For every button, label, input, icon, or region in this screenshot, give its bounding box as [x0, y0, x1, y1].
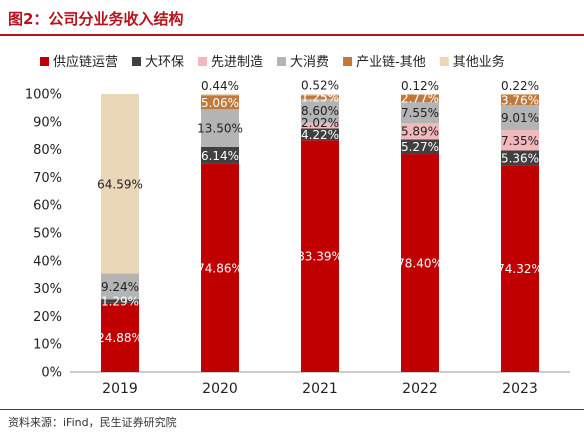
data-label-2020-series-1: 6.14%: [201, 149, 239, 163]
data-label-2022-series-2: 5.89%: [401, 125, 439, 139]
data-label-2021-series-3: 8.60%: [301, 104, 339, 118]
legend-label-1: 大环保: [145, 55, 184, 70]
data-label-2020-series-3: 13.50%: [197, 122, 243, 136]
data-label-2020-series-5: 0.44%: [201, 79, 239, 93]
legend-swatch-3: [277, 57, 287, 66]
bar-2023-series-4: [501, 94, 539, 106]
x-tick-label-2: 2021: [302, 381, 338, 397]
data-label-2023-series-5: 0.22%: [501, 79, 539, 93]
y-tick-label-1: 10%: [33, 338, 62, 353]
legend-label-4: 产业链-其他: [356, 55, 426, 70]
bar-2022-series-3: [401, 102, 439, 124]
bar-2022-series-2: [401, 123, 439, 140]
y-tick-label-7: 70%: [33, 171, 62, 186]
y-tick-label-2: 20%: [33, 310, 62, 325]
legend-swatch-1: [132, 57, 142, 66]
y-tick-label-5: 50%: [33, 227, 62, 242]
data-label-2019-series-0: 24.88%: [97, 331, 143, 345]
bar-2020-series-1: [201, 146, 239, 164]
data-label-2019-series-5: 64.59%: [97, 177, 143, 191]
data-label-2022-series-3: 7.55%: [401, 106, 439, 120]
data-label-2021-series-2: 2.02%: [301, 116, 339, 130]
y-tick-label-6: 60%: [33, 199, 62, 214]
y-tick-label-3: 30%: [33, 282, 62, 297]
bar-2020-series-5: [201, 94, 239, 96]
source-note: 资料来源：iFind，民生证券研究院: [8, 416, 177, 429]
bar-2021-series-2: [301, 122, 339, 129]
y-tick-label-4: 40%: [33, 254, 62, 269]
legend-swatch-0: [40, 57, 49, 66]
data-label-2023-series-4: 3.76%: [501, 93, 539, 107]
y-tick-label-0: 0%: [41, 366, 62, 381]
bar-2022-series-4: [401, 94, 439, 103]
data-label-2021-series-4: 1.25%: [301, 91, 339, 105]
legend-swatch-4: [343, 57, 353, 66]
y-tick-label-10: 100%: [25, 88, 62, 103]
y-tick-label-9: 90%: [33, 115, 62, 130]
data-label-2022-series-5: 0.12%: [401, 79, 439, 93]
x-tick-label-4: 2023: [502, 381, 538, 397]
bar-2019-series-1: [101, 299, 139, 303]
x-tick-label-0: 2019: [102, 381, 138, 397]
bar-2019-series-5: [101, 94, 139, 274]
bar-2020-series-4: [201, 95, 239, 110]
bar-2021-series-5: [301, 94, 339, 96]
bar-2023-series-1: [501, 150, 539, 166]
legend-swatch-5: [439, 57, 449, 66]
data-label-2022-series-4: 2.77%: [401, 92, 439, 106]
bar-2019-series-3: [101, 273, 139, 300]
stacked-bar-chart: 供应链运营 大环保 先进制造 大消费 产业链-其他 其他业务 0% 10% 20% 30% 40% 5…: [25, 54, 570, 397]
data-label-2021-series-5: 0.52%: [301, 79, 339, 93]
footer-divider: [0, 409, 584, 410]
title-bar: 图2：公司分业务收入结构: [0, 0, 584, 36]
data-label-2019-series-1: 1.29%: [101, 295, 139, 309]
data-label-2019-series-3: 9.24%: [101, 280, 139, 294]
data-label-2022-series-0: 78.40%: [397, 257, 443, 271]
data-label-2021-series-0: 83.39%: [297, 250, 343, 264]
bar-2022-series-1: [401, 139, 439, 155]
figure-title: 图2：公司分业务收入结构: [8, 10, 184, 28]
data-label-2020-series-4: 5.06%: [201, 96, 239, 110]
data-label-2023-series-3: 9.01%: [501, 111, 539, 125]
data-label-2023-series-1: 5.36%: [501, 151, 539, 165]
bar-2021-series-0: [301, 140, 339, 372]
bar-2020-series-3: [201, 109, 239, 147]
bar-2023-series-3: [501, 105, 539, 131]
y-tick-label-8: 80%: [33, 143, 62, 158]
legend-label-3: 大消费: [290, 55, 329, 70]
bar-2019-series-0: [101, 302, 139, 372]
bar-2021-series-3: [301, 98, 339, 123]
bar-2021-series-1: [301, 128, 339, 141]
legend-swatch-2: [198, 57, 208, 66]
data-label-2022-series-1: 5.27%: [401, 140, 439, 154]
data-label-2023-series-2: 7.35%: [501, 134, 539, 148]
bar-2022-series-0: [401, 154, 439, 372]
data-label-2020-series-0: 74.86%: [197, 261, 243, 275]
legend-label-2: 先进制造: [211, 55, 263, 70]
bar-2023-series-2: [501, 130, 539, 151]
bar-2023-series-0: [501, 165, 539, 372]
bar-2023-series-5: [501, 93, 539, 95]
bar-2022-series-5: [401, 94, 439, 95]
legend-label-5: 其他业务: [453, 54, 505, 70]
legend-label-0: 供应链运营: [53, 54, 118, 70]
x-tick-label-3: 2022: [402, 381, 438, 397]
bar-2020-series-0: [201, 163, 239, 372]
data-label-2021-series-1: 4.22%: [301, 128, 339, 142]
bar-2021-series-4: [301, 95, 339, 99]
x-tick-label-1: 2020: [202, 381, 238, 397]
data-label-2023-series-0: 74.32%: [497, 262, 543, 276]
